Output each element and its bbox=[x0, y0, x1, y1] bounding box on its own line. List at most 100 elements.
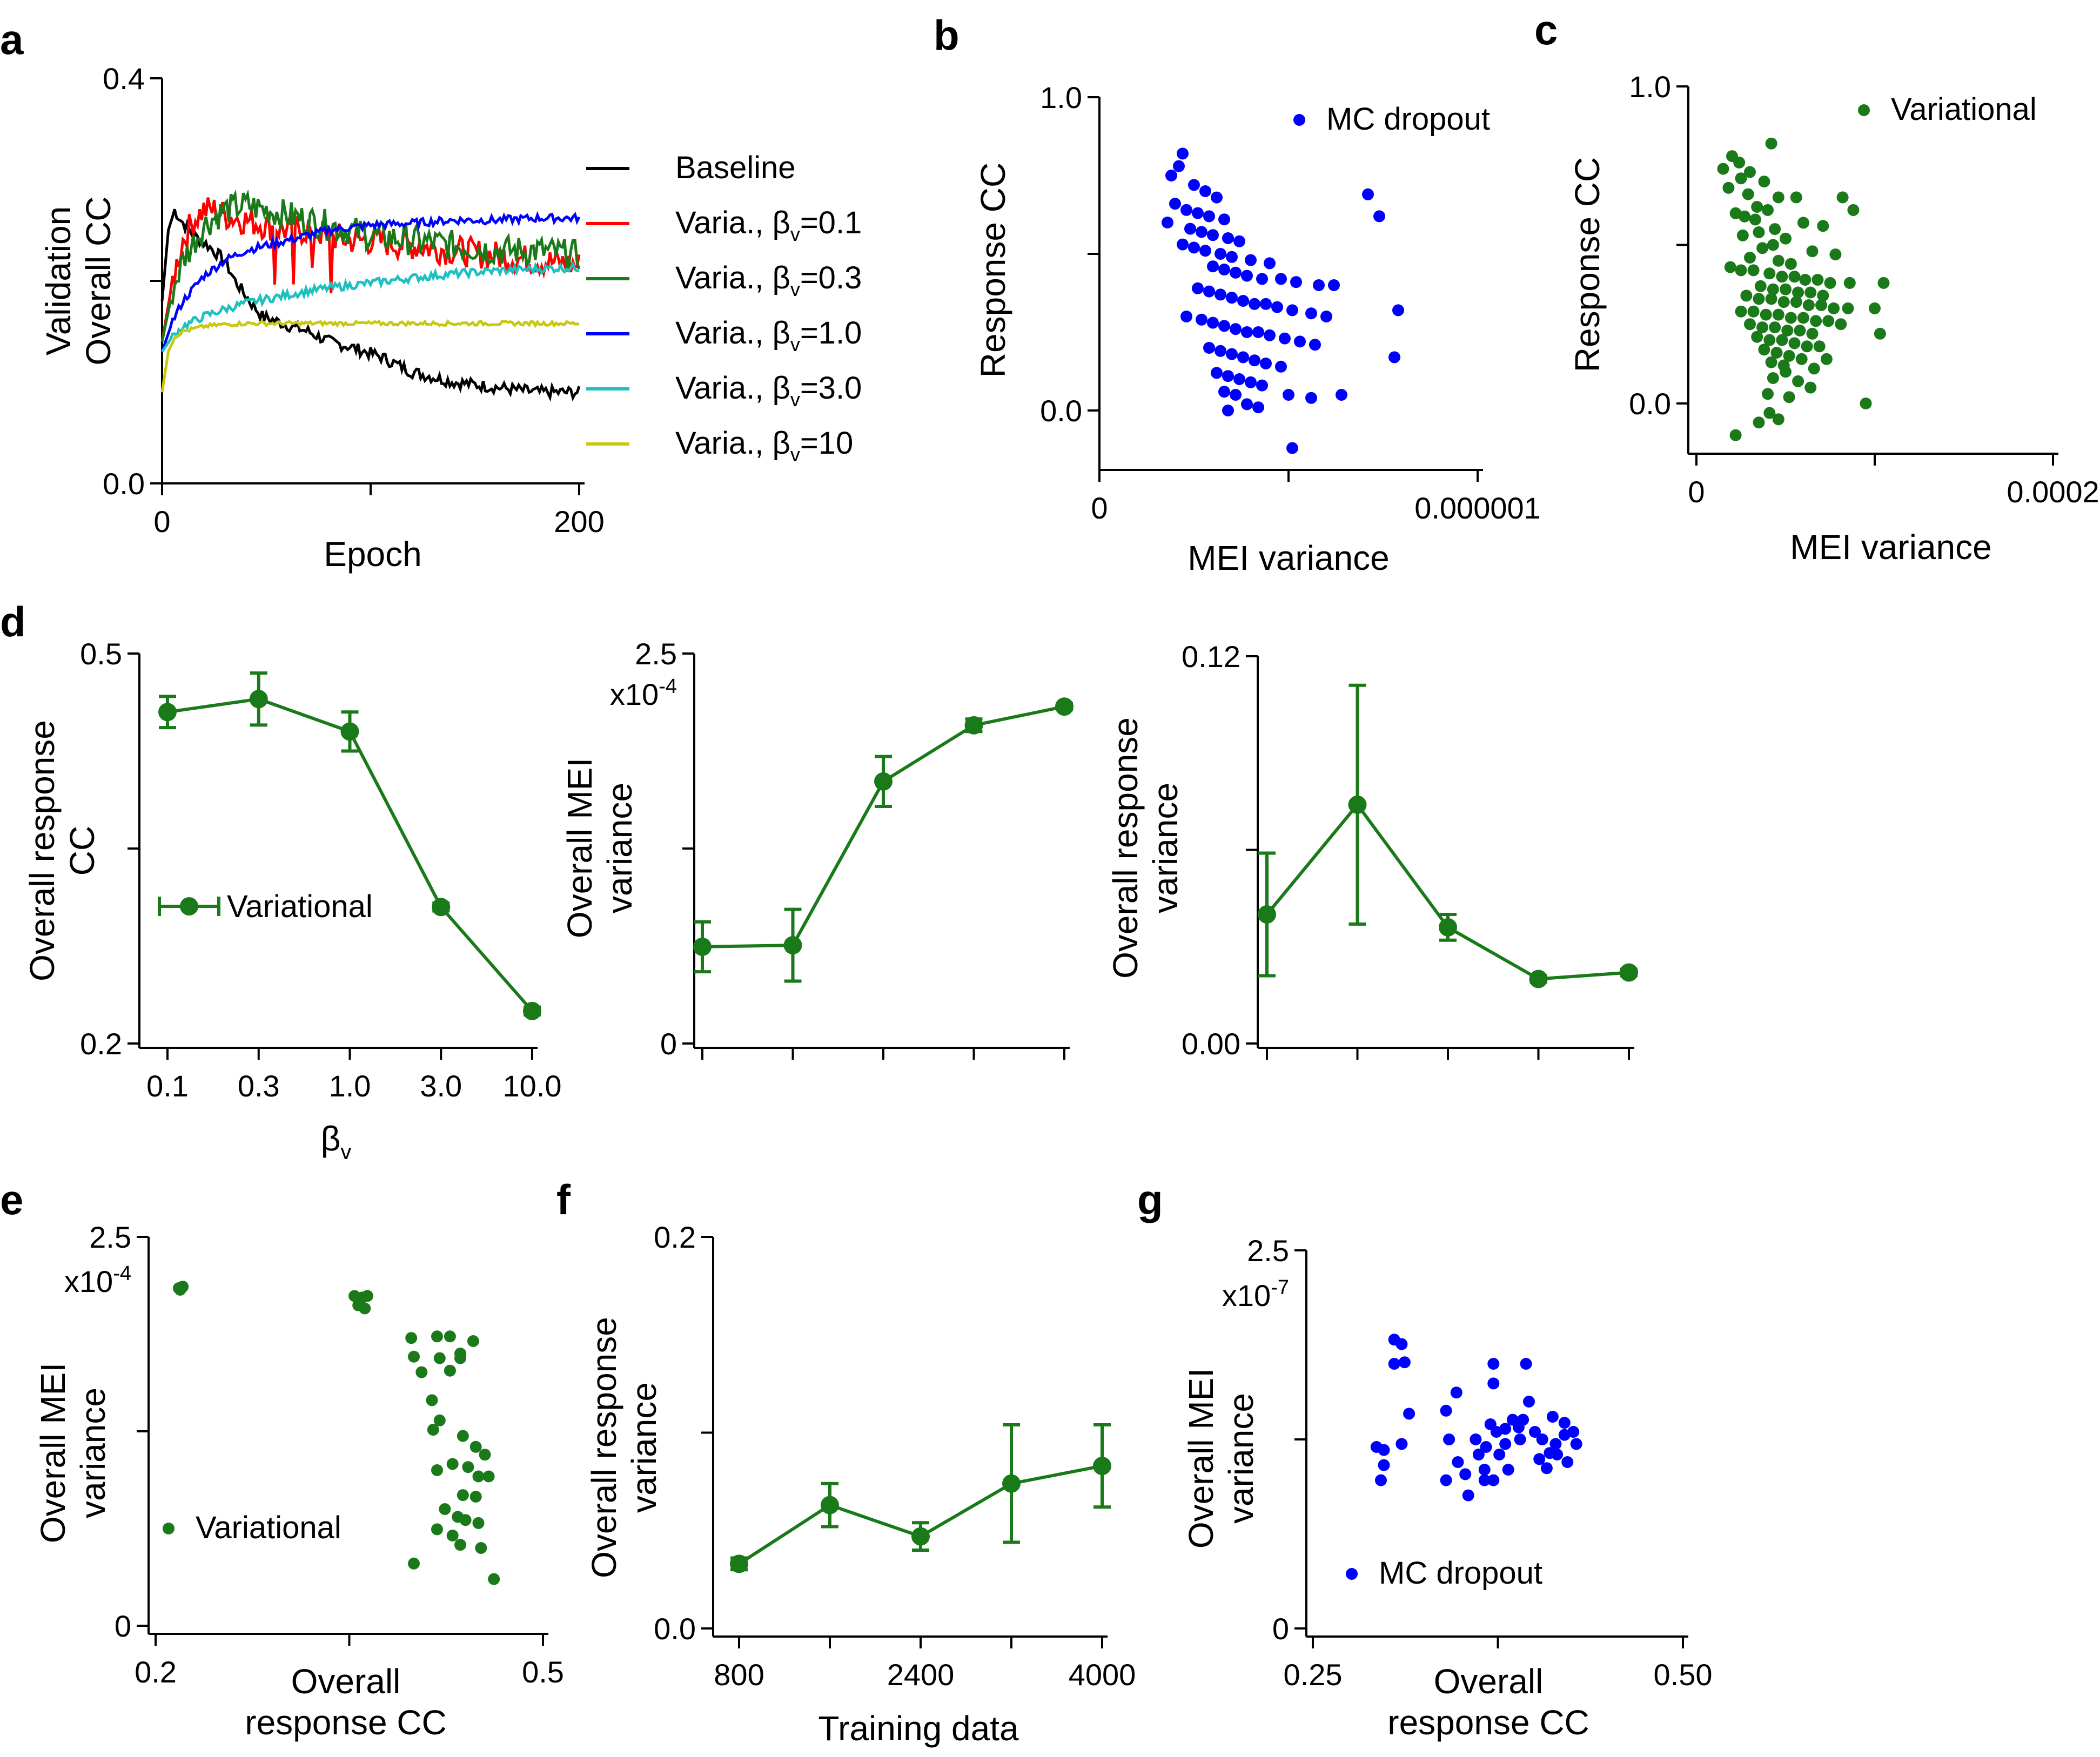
g-point bbox=[1440, 1474, 1452, 1486]
b-point bbox=[1230, 389, 1242, 401]
b-point bbox=[1226, 348, 1238, 360]
e-x-tick-label: 0.5 bbox=[522, 1655, 564, 1689]
b-point bbox=[1260, 358, 1272, 369]
b-point bbox=[1290, 276, 1302, 288]
panel-letter-f: f bbox=[556, 1176, 571, 1223]
g-point bbox=[1450, 1386, 1462, 1399]
c-point bbox=[1770, 347, 1783, 359]
g-point bbox=[1443, 1433, 1455, 1445]
c-point bbox=[1751, 201, 1763, 213]
b-point bbox=[1211, 367, 1223, 379]
b-point bbox=[1218, 320, 1230, 332]
e-point bbox=[433, 1414, 446, 1426]
b-point bbox=[1218, 264, 1230, 275]
e-point bbox=[431, 1464, 443, 1476]
a-legend-label-4: Varia., βv=3.0 bbox=[675, 371, 862, 410]
a-y-axis-label: ValidationOverall CC bbox=[39, 197, 118, 366]
d3-y-axis-label: Overall responsevariance bbox=[1106, 717, 1185, 979]
f-y-axis-label-line: Overall response bbox=[585, 1317, 623, 1578]
c-point bbox=[1824, 277, 1836, 289]
b-y-tick-label: 0.0 bbox=[1040, 394, 1082, 428]
g-point bbox=[1533, 1453, 1546, 1465]
c-point bbox=[1756, 242, 1769, 254]
panel-letter-g: g bbox=[1137, 1176, 1163, 1223]
b-point bbox=[1184, 223, 1196, 235]
b-point bbox=[1249, 298, 1260, 310]
c-point bbox=[1758, 344, 1770, 356]
g-point bbox=[1395, 1338, 1408, 1350]
g-y-scale-base: x10 bbox=[1222, 1278, 1271, 1312]
e-point bbox=[433, 1352, 446, 1364]
b-point bbox=[1173, 160, 1185, 172]
b-point bbox=[1373, 210, 1385, 223]
d3-series-line bbox=[1265, 802, 1629, 981]
c-point bbox=[1763, 267, 1776, 280]
g-point bbox=[1499, 1423, 1512, 1435]
d3-point bbox=[1348, 795, 1367, 814]
b-point bbox=[1256, 273, 1268, 285]
e-point bbox=[472, 1470, 485, 1483]
c-point bbox=[1799, 274, 1811, 286]
c-point bbox=[1860, 398, 1872, 409]
e-point bbox=[177, 1281, 189, 1293]
c-point bbox=[1772, 413, 1784, 426]
b-point bbox=[1286, 304, 1298, 317]
c-point bbox=[1776, 334, 1788, 346]
c-point bbox=[1735, 264, 1747, 277]
g-legend-marker bbox=[1346, 1568, 1358, 1580]
b-point bbox=[1260, 298, 1272, 310]
c-point bbox=[1740, 290, 1753, 302]
e-x-axis-label: response CC bbox=[245, 1703, 447, 1742]
g-y-axis-label: Overall MEIvariance bbox=[1182, 1368, 1260, 1549]
f-x-tick-label: 4000 bbox=[1069, 1658, 1136, 1692]
b-y-tick-label: 1.0 bbox=[1040, 80, 1082, 115]
e-point bbox=[446, 1530, 459, 1541]
c-point bbox=[1792, 375, 1804, 387]
d2-y-scale-base: x10 bbox=[610, 677, 659, 711]
e-y-tick-label: 0 bbox=[115, 1609, 131, 1643]
b-point bbox=[1222, 405, 1234, 416]
c-point bbox=[1772, 308, 1784, 321]
c-point bbox=[1813, 340, 1826, 353]
c-y-axis-label-line: Response CC bbox=[1568, 157, 1607, 372]
c-point bbox=[1772, 254, 1784, 267]
g-point bbox=[1487, 1474, 1500, 1486]
c-y-axis-label: Response CC bbox=[1568, 157, 1607, 372]
g-y-tick-label: 0 bbox=[1272, 1612, 1289, 1646]
panel-d-response-variance-chart: 0.12 0.00 Overall responsevariance bbox=[1106, 639, 1638, 1061]
c-point bbox=[1769, 321, 1781, 334]
d1-x-tick-label: 0.1 bbox=[146, 1069, 189, 1103]
b-point bbox=[1226, 251, 1238, 263]
f-point bbox=[821, 1496, 839, 1514]
d3-y-axis-label-line: variance bbox=[1146, 783, 1185, 913]
c-point bbox=[1780, 283, 1792, 295]
panel-d-mei-variance-chart: 2.5 0 x10-4 Overall MEIvariance bbox=[560, 637, 1074, 1061]
b-y-axis-label-line: Response CC bbox=[974, 163, 1012, 378]
e-y-axis-label-line: variance bbox=[73, 1388, 112, 1518]
b-point bbox=[1218, 213, 1230, 226]
b-point bbox=[1162, 217, 1173, 228]
d2-point bbox=[783, 936, 802, 955]
g-point bbox=[1378, 1444, 1390, 1456]
a-legend-label-0: Baseline bbox=[675, 150, 795, 185]
g-point bbox=[1478, 1464, 1491, 1476]
e-point bbox=[444, 1364, 456, 1377]
b-point bbox=[1215, 345, 1226, 357]
a-legend-text-part: v bbox=[790, 443, 800, 466]
e-point bbox=[426, 1394, 438, 1406]
g-point bbox=[1480, 1441, 1492, 1453]
g-y-axis-label-line: Overall MEI bbox=[1182, 1368, 1220, 1549]
b-point bbox=[1362, 188, 1374, 200]
c-point bbox=[1781, 325, 1794, 336]
g-point bbox=[1472, 1449, 1485, 1460]
c-point bbox=[1869, 302, 1881, 314]
f-point bbox=[1093, 1457, 1111, 1476]
f-point bbox=[911, 1527, 930, 1546]
e-y-axis-label: Overall MEIvariance bbox=[33, 1363, 112, 1543]
e-legend-label: Variational bbox=[196, 1510, 341, 1545]
c-point bbox=[1788, 271, 1801, 283]
d1-y-axis-label-line: Overall response bbox=[23, 720, 62, 981]
c-point bbox=[1767, 372, 1779, 384]
f-y-tick-label: 0.0 bbox=[654, 1612, 696, 1646]
d2-y-scale-label: x10-4 bbox=[610, 675, 677, 711]
